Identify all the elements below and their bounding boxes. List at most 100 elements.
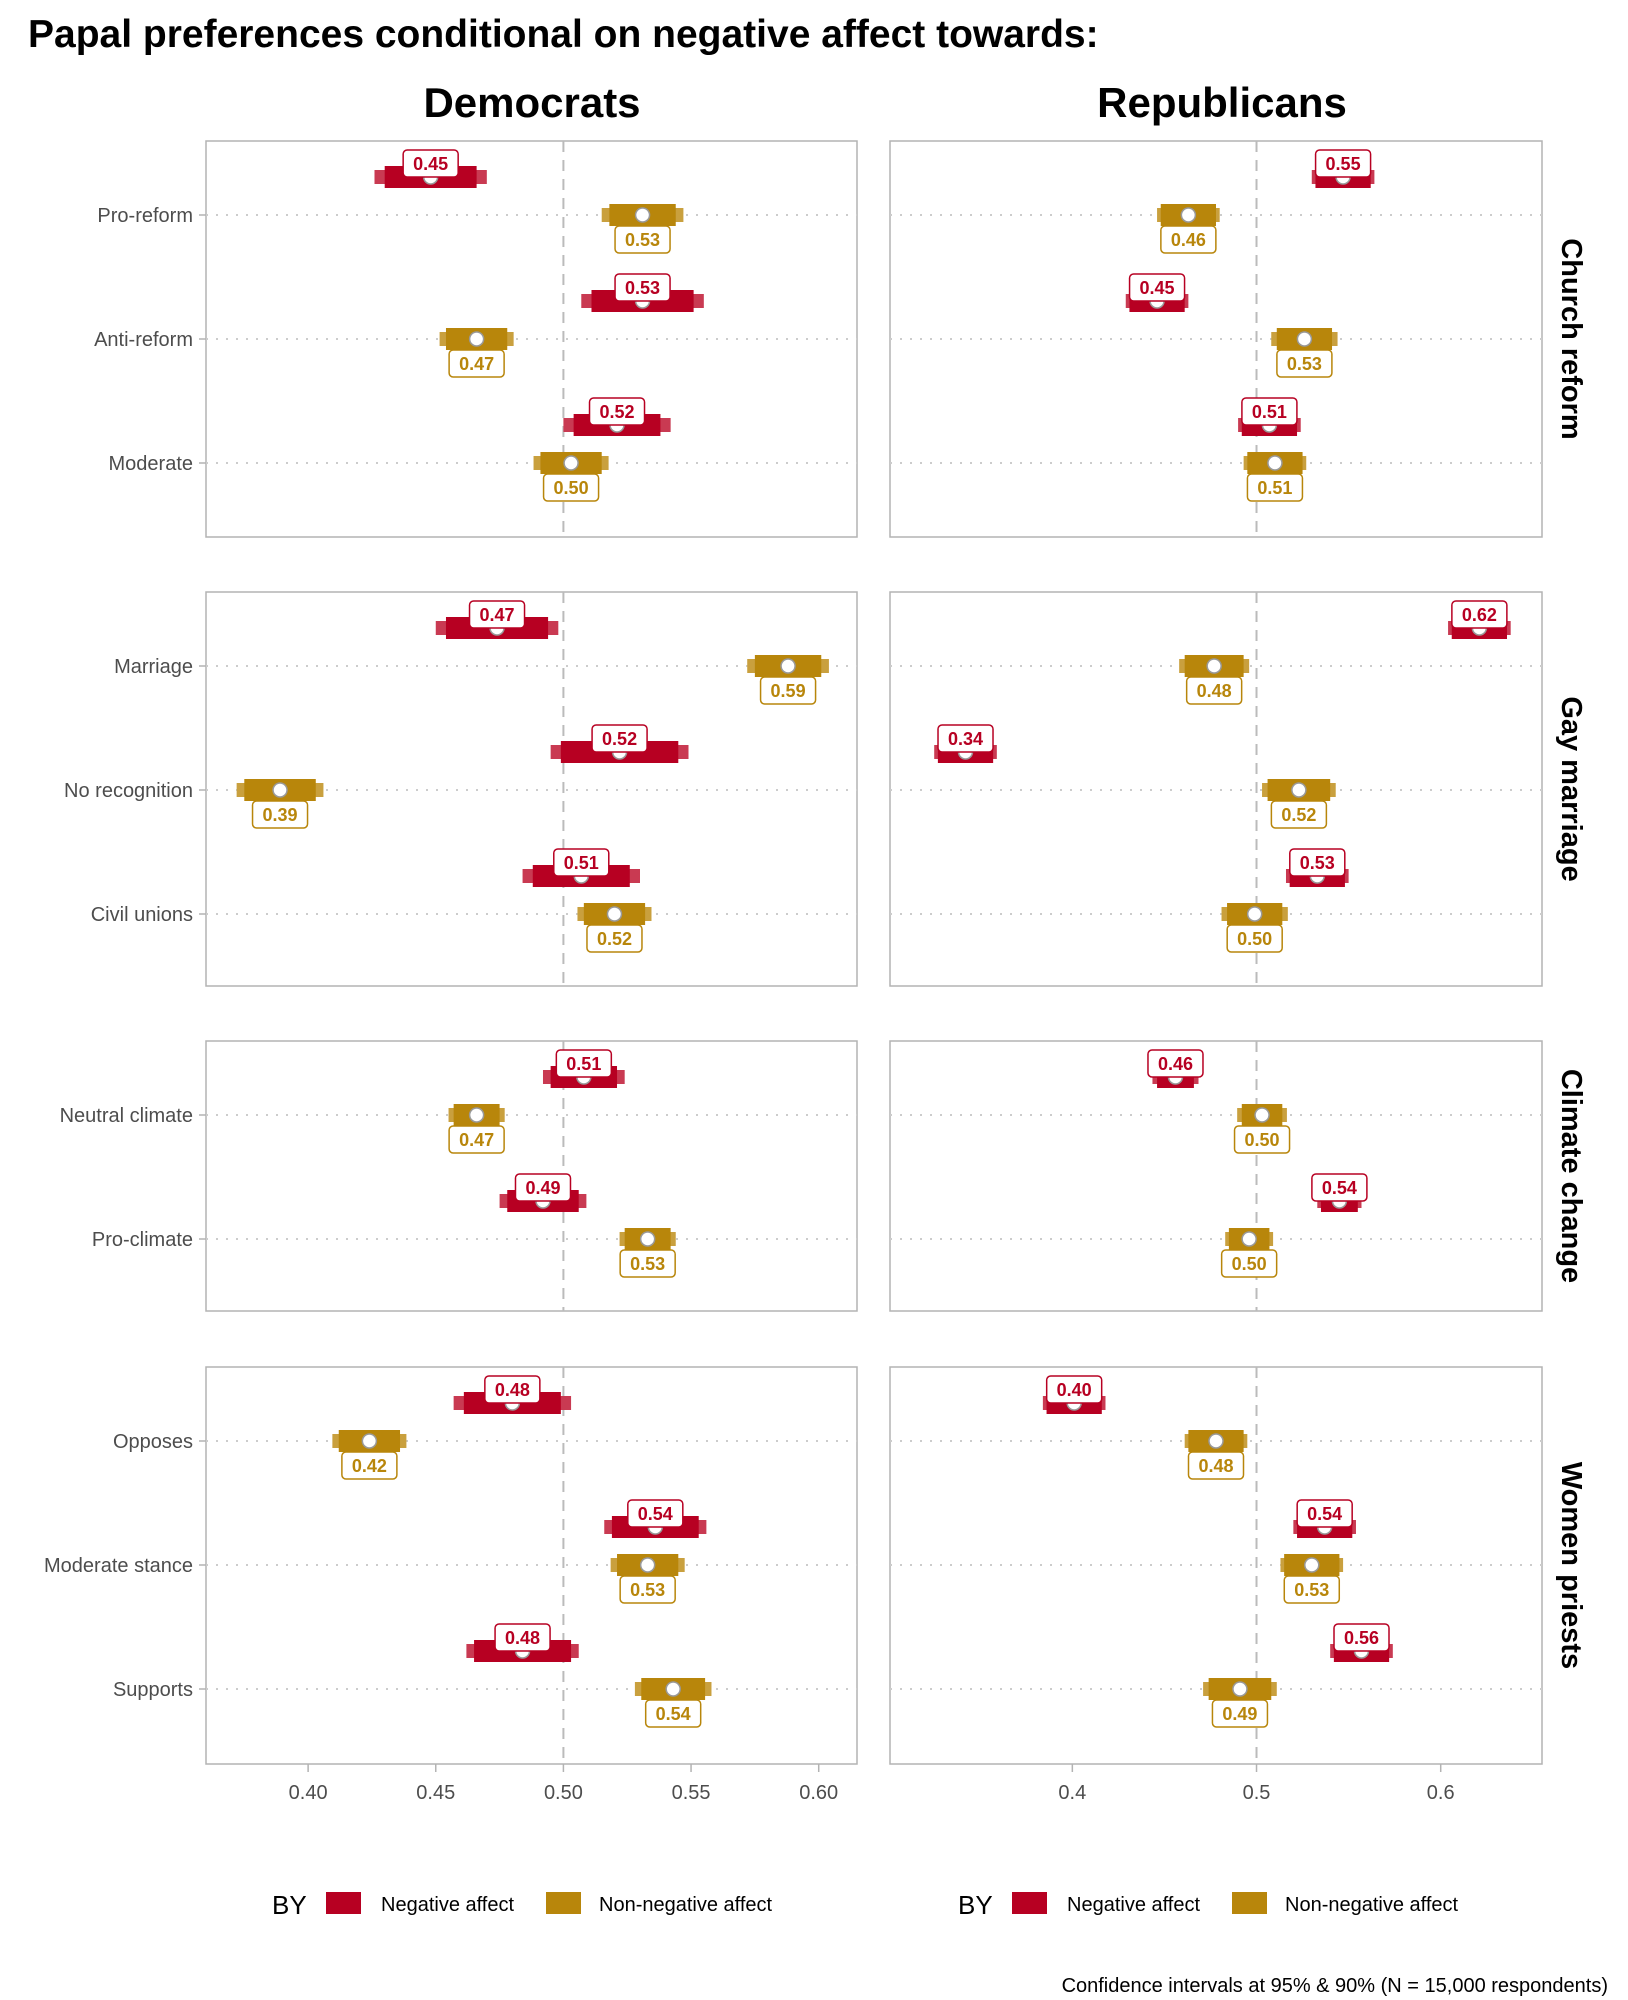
category-label: Marriage <box>114 656 193 678</box>
value-label: 0.52 <box>1281 805 1316 825</box>
panel-border <box>889 140 1543 538</box>
point-estimate <box>639 1231 656 1247</box>
value-label: 0.45 <box>1140 278 1175 298</box>
value-label-box <box>644 1699 702 1728</box>
value-label: 0.52 <box>597 929 632 949</box>
value-label: 0.53 <box>630 1254 665 1274</box>
panel-climate-change-republicans: 0.50 0.46 0.50 0.54 Climate change <box>889 1040 1587 1312</box>
panel-gay-marriage-democrats: Marriage No recognition Civil unions 0.59 0.… <box>64 591 858 987</box>
value-label-box <box>588 397 646 426</box>
value-label: 0.50 <box>1245 1130 1280 1150</box>
x-tick-label: 0.4 <box>1058 1782 1086 1804</box>
x-tick-label: 0.60 <box>799 1782 838 1804</box>
value-label-box <box>586 924 643 953</box>
value-label: 0.40 <box>1057 1380 1092 1400</box>
value-label-box <box>759 676 817 705</box>
category-label: Supports <box>113 1679 193 1701</box>
facet-strip-label: Climate change <box>1555 1069 1587 1283</box>
panel-climate-change-democrats: Neutral climate Pro-climate 0.47 0.51 0.53 0.… <box>60 1040 858 1312</box>
point-estimate <box>1254 1107 1270 1123</box>
value-label: 0.53 <box>630 1580 665 1600</box>
value-label-box <box>627 1499 684 1528</box>
point-estimate <box>1296 331 1313 347</box>
x-tick-label: 0.5 <box>1243 1782 1271 1804</box>
value-label-box <box>553 848 610 877</box>
value-label-box <box>1233 1125 1291 1154</box>
value-label-box <box>937 724 994 753</box>
legend-swatch-nonnegative <box>546 1892 581 1914</box>
legend-republicans: BY Negative affect Non-negative affect <box>958 1890 1459 1920</box>
value-label-box <box>251 800 309 829</box>
point-estimate <box>1206 658 1222 674</box>
point-estimate <box>639 1557 656 1573</box>
value-label-box <box>1333 1623 1390 1652</box>
x-tick-label: 0.6 <box>1427 1782 1455 1804</box>
category-label: Anti-reform <box>94 329 193 351</box>
point-estimate <box>634 207 651 223</box>
panel-church-reform-democrats: Pro-reform Anti-reform Moderate 0.53 0.45 0.4… <box>94 140 858 538</box>
point-estimate <box>1208 1433 1224 1449</box>
value-label: 0.59 <box>771 681 806 701</box>
value-label: 0.46 <box>1171 230 1206 250</box>
value-label: 0.49 <box>1222 1704 1257 1724</box>
x-tick-label: 0.55 <box>672 1782 711 1804</box>
value-label-box <box>402 149 459 178</box>
panel-border <box>889 591 1543 987</box>
panel-women-priests-democrats: Opposes Moderate stance Supports 0.42 0.48 0.… <box>44 1366 858 1765</box>
legend-title: BY <box>272 1890 307 1920</box>
legend-label-nonnegative: Non-negative affect <box>599 1894 773 1916</box>
value-label-box <box>591 724 648 753</box>
value-label: 0.51 <box>1252 402 1287 422</box>
value-label-box <box>448 349 505 378</box>
value-label-box <box>1270 800 1328 829</box>
point-estimate <box>1291 782 1307 798</box>
value-label-box <box>1283 1575 1341 1604</box>
value-label: 0.48 <box>1197 681 1232 701</box>
value-label-box <box>514 1173 572 1202</box>
value-label: 0.46 <box>1158 1054 1193 1074</box>
value-label: 0.51 <box>566 1054 601 1074</box>
value-label: 0.51 <box>1257 478 1292 498</box>
value-label: 0.49 <box>525 1178 560 1198</box>
value-label-box <box>1128 273 1186 302</box>
value-label: 0.52 <box>600 402 635 422</box>
facet-strip-label: Women priests <box>1555 1462 1587 1669</box>
column-title-republicans: Republicans <box>1097 79 1347 126</box>
value-label: 0.42 <box>352 1456 387 1476</box>
point-estimate <box>1267 455 1283 471</box>
value-label: 0.50 <box>1237 929 1272 949</box>
value-label-box <box>1226 924 1283 953</box>
value-label: 0.54 <box>656 1704 691 1724</box>
point-estimate <box>1180 207 1197 223</box>
point-estimate <box>563 455 579 471</box>
value-label-box <box>619 1249 676 1278</box>
x-tick-label: 0.40 <box>289 1782 328 1804</box>
value-label: 0.47 <box>459 354 494 374</box>
column-title-democrats: Democrats <box>423 79 640 126</box>
facet-strip-label: Gay marriage <box>1555 696 1587 881</box>
value-label-box <box>341 1451 398 1480</box>
chart-title: Papal preferences conditional on negativ… <box>28 13 1099 56</box>
value-label: 0.47 <box>459 1130 494 1150</box>
value-label: 0.48 <box>495 1380 530 1400</box>
value-label-box <box>1276 349 1333 378</box>
value-label: 0.53 <box>625 278 660 298</box>
legends: BY Negative affect Non-negative affect BY Ne… <box>272 1890 1459 1920</box>
value-label: 0.51 <box>564 853 599 873</box>
value-label-box <box>1185 676 1243 705</box>
value-label-box <box>1314 149 1372 178</box>
panel-border <box>889 1040 1543 1312</box>
x-axis-democrats: 0.40 0.45 0.50 0.55 0.60 <box>289 1764 838 1804</box>
point-estimate <box>272 782 288 798</box>
value-label: 0.50 <box>554 478 589 498</box>
panel-border <box>205 140 858 538</box>
category-label: Moderate <box>109 453 194 475</box>
point-estimate <box>1232 1681 1248 1697</box>
value-label: 0.56 <box>1344 1628 1379 1648</box>
point-estimate <box>1246 906 1263 922</box>
value-label-box <box>614 225 671 254</box>
legend-label-negative: Negative affect <box>1067 1894 1200 1916</box>
value-label: 0.62 <box>1462 605 1497 625</box>
x-tick-label: 0.45 <box>416 1782 455 1804</box>
